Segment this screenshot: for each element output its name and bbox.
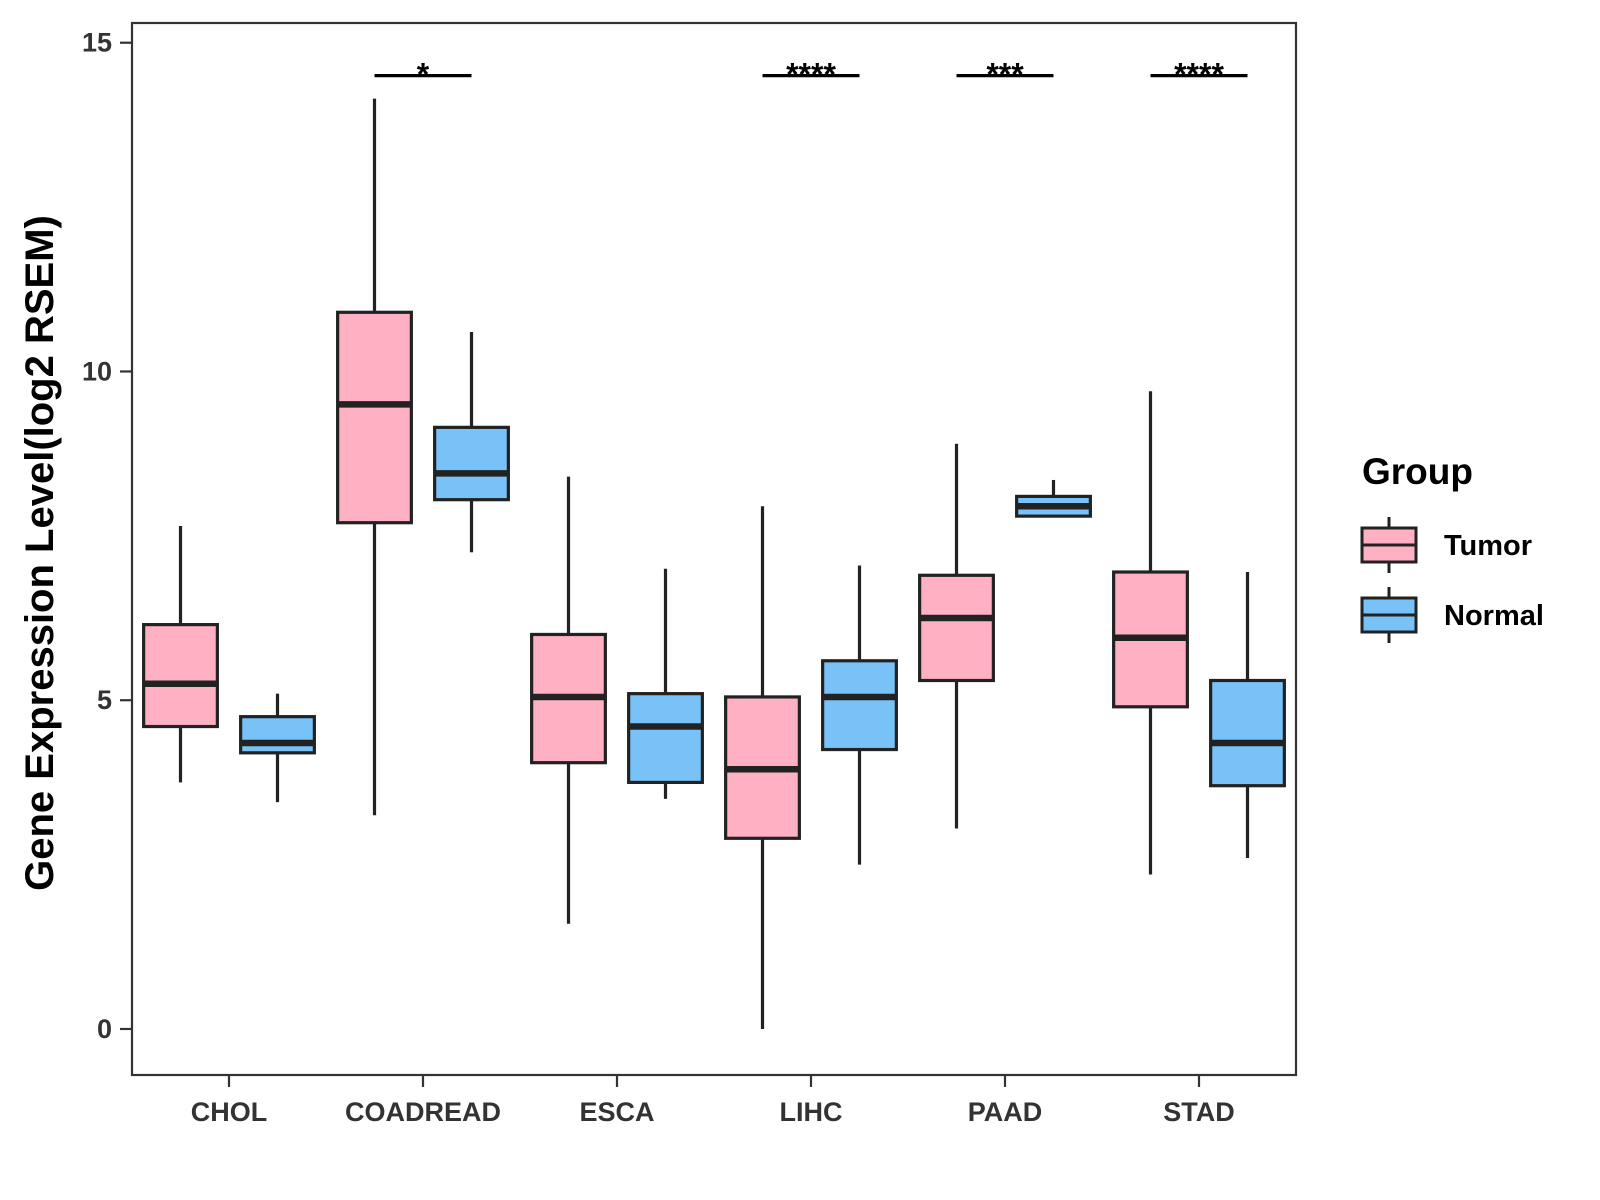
y-axis-title: Gene Expression Level(log2 RSEM) [18, 215, 62, 891]
box-normal-paad [1015, 479, 1092, 518]
panel-border [130, 21, 1298, 1077]
y-tick-label: 0 [97, 1014, 112, 1044]
legend-label: Normal [1444, 600, 1544, 632]
box-normal-stad [1209, 572, 1286, 859]
box-tumor-esca [530, 476, 607, 924]
box-normal-esca [627, 568, 704, 799]
box-normal-lihc [821, 565, 898, 865]
box-body [142, 623, 219, 729]
box-normal-chol [239, 693, 316, 803]
box-body [627, 692, 704, 785]
legend-label: Tumor [1444, 530, 1532, 562]
significance-annotations: * **** *** **** [374, 57, 1248, 93]
y-tick-label: 10 [82, 356, 112, 386]
box-body [918, 573, 995, 683]
box-body [239, 715, 316, 755]
box-body [433, 425, 510, 502]
significance-label: **** [1174, 57, 1224, 93]
x-tick-label: ESCA [579, 1097, 654, 1127]
legend-title: Group [1362, 451, 1473, 492]
y-axis: 0 5 10 15 [82, 28, 132, 1044]
box-body [821, 659, 898, 752]
x-tick-label: PAAD [968, 1097, 1043, 1127]
box-body [336, 310, 413, 525]
legend-item-tumor: Tumor [1360, 517, 1532, 573]
x-tick-label: LIHC [780, 1097, 843, 1127]
x-tick-label: STAD [1163, 1097, 1235, 1127]
x-axis: CHOL COADREAD ESCA LIHC PAAD STAD [191, 1075, 1235, 1127]
significance-label: *** [986, 57, 1024, 93]
box-tumor-paad [918, 443, 995, 829]
box-normal-coadread [433, 332, 510, 553]
significance-label: * [417, 57, 430, 93]
box-tumor-stad [1112, 391, 1189, 875]
x-tick-label: CHOL [191, 1097, 268, 1127]
legend: Group Tumor Normal [1360, 451, 1544, 643]
box-tumor-coadread [336, 98, 413, 816]
plot-area [130, 21, 1298, 1077]
box-body [1209, 678, 1286, 788]
box-tumor-lihc [724, 506, 801, 1029]
legend-item-normal: Normal [1360, 587, 1544, 643]
box-tumor-chol [142, 525, 219, 783]
y-tick-label: 15 [82, 28, 112, 58]
significance-label: **** [786, 57, 836, 93]
y-tick-label: 5 [97, 685, 112, 715]
x-tick-label: COADREAD [345, 1097, 501, 1127]
